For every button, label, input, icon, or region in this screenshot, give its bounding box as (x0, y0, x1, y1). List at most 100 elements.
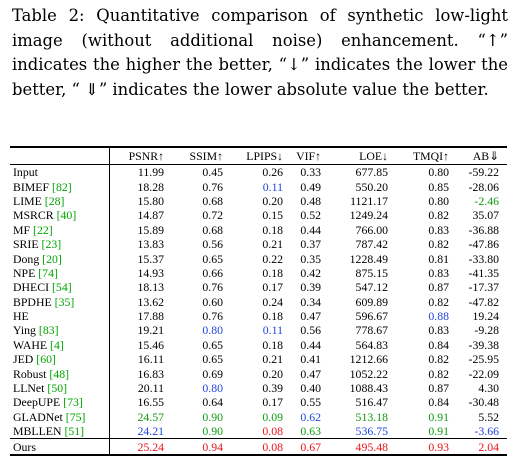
value-cell: 0.87 (428, 280, 449, 295)
citation-link[interactable]: [28] (44, 193, 65, 208)
value-cell: 0.84 (428, 395, 449, 410)
table-row: Ours 25.24 0.94 0.08 0.67 495.48 0.93 2.04 (10, 438, 507, 456)
value-cell: 0.80 (428, 193, 449, 208)
value-cell: 0.80 (202, 323, 223, 338)
table-row: LLNet [50] 20.11 0.80 0.39 0.40 1088.43 0.87 4.… (10, 380, 507, 396)
value-cell: 0.83 (428, 323, 449, 338)
table-row: Robust [48] 16.83 0.69 0.20 0.47 1052.22 0.82-… (10, 366, 507, 381)
method-name: BIMEF (13, 179, 50, 194)
header-row: PSNR↑ SSIM↑ LPIPS↓ VIF↑ LOE↓ TMQI↑ AB⇓ (10, 147, 507, 165)
value-cell: -59.22 (468, 165, 499, 180)
value-cell: 11.99 (108, 164, 172, 180)
method-cell: MF [22] (10, 223, 109, 237)
citation-link[interactable]: [4] (50, 337, 64, 352)
table-row: Dong [20] 15.37 0.65 0.22 0.35 1228.49 0.81 -33… (10, 251, 507, 266)
value-cell: 787.42 (355, 237, 388, 252)
value-cell: 13.83 (108, 236, 172, 252)
value-cell: -30.48 (468, 395, 499, 410)
citation-link[interactable]: [75] (65, 409, 86, 424)
value-cell: 0.20 (262, 193, 283, 208)
value-cell: 0.41 (300, 352, 321, 367)
citation-link[interactable]: [22] (33, 222, 53, 237)
method-cell: WAHE [4] (10, 338, 109, 352)
value-cell: 0.80 (202, 381, 223, 396)
method-cell: HE (10, 309, 109, 323)
value-cell: -47.82 (468, 294, 499, 309)
header-loe: LOE↓ (359, 148, 388, 163)
citation-link[interactable]: [60] (36, 352, 56, 367)
citation-link[interactable]: [83] (38, 323, 59, 338)
citation-link[interactable]: [74] (38, 265, 58, 280)
value-cell: 0.24 (262, 294, 283, 309)
value-cell: 0.68 (202, 193, 223, 208)
value-cell: 0.82 (428, 208, 449, 223)
method-cell: DHECI [54] (10, 280, 109, 294)
value-cell: 1228.49 (349, 251, 388, 266)
value-cell: 0.34 (300, 294, 321, 309)
value-cell: 766.00 (355, 222, 388, 237)
value-cell: 0.67 (291, 438, 329, 456)
value-cell: 0.91 (428, 409, 449, 424)
citation-link[interactable]: [50] (47, 381, 68, 396)
method-name: LIME (13, 193, 42, 208)
value-cell: 0.11 (262, 323, 283, 338)
value-cell: 15.89 (108, 222, 172, 237)
method-cell: MSRCR [40] (10, 208, 109, 222)
value-cell: 516.47 (355, 395, 388, 410)
value-cell: 0.94 (172, 438, 231, 456)
value-cell: 0.88 (428, 309, 449, 324)
table-body: Input 11.99 0.45 0.26 0.33 677.85 0.80 -59.22 BI… (10, 164, 507, 456)
method-name: WAHE (13, 337, 48, 352)
value-cell: 0.60 (202, 294, 223, 309)
value-cell: -41.35 (468, 265, 499, 280)
value-cell: 14.87 (108, 208, 172, 223)
method-cell: NPE [74] (10, 266, 109, 280)
value-cell: 0.47 (300, 309, 321, 324)
value-cell: 0.83 (428, 222, 449, 237)
value-cell: 0.47 (300, 366, 321, 381)
citation-link[interactable]: [20] (42, 251, 62, 266)
method-name: DHECI (13, 280, 50, 295)
value-cell: 0.55 (300, 395, 321, 410)
table-row: BIMEF [82] 18.28 0.76 0.11 0.49 550.20 0.85 -28… (10, 179, 507, 194)
value-cell: 677.85 (355, 165, 388, 180)
citation-link[interactable]: [54] (52, 280, 72, 295)
table-row: Input 11.99 0.45 0.26 0.33 677.85 0.80 -59.22 (10, 164, 507, 180)
value-cell: 0.35 (300, 251, 321, 266)
value-cell: 513.18 (355, 409, 388, 424)
citation-link[interactable]: [40] (56, 208, 77, 223)
value-cell: 0.26 (262, 165, 283, 180)
value-cell: 0.69 (202, 366, 223, 381)
value-cell: 0.87 (428, 381, 449, 396)
value-cell: 550.20 (355, 179, 388, 194)
value-cell: 0.18 (262, 309, 283, 324)
value-cell: 0.18 (262, 337, 283, 352)
header-psnr: PSNR↑ (108, 147, 172, 165)
method-name: GLADNet (13, 409, 63, 424)
citation-link[interactable]: [73] (63, 395, 83, 410)
citation-link[interactable]: [23] (41, 237, 62, 252)
table-row: WAHE [4] 15.46 0.65 0.18 0.44 564.83 0.84 -39.3… (10, 337, 507, 353)
table-row: GLADNet [75] 24.57 0.90 0.09 0.62 513.18 0.91 5… (10, 409, 507, 425)
citation-link[interactable]: [48] (49, 366, 70, 381)
method-name: HE (13, 309, 29, 324)
value-cell: 1052.22 (349, 366, 388, 381)
table-row: MF [22] 15.89 0.68 0.18 0.44 766.00 0.83 -36.88 (10, 222, 507, 237)
citation-link[interactable]: [51] (64, 424, 85, 439)
table-caption: Table 2: Quantitative comparison of synt… (12, 6, 508, 99)
value-cell: -22.09 (468, 366, 499, 381)
value-cell: 24.57 (108, 409, 172, 425)
table-row: DeepUPE [73] 16.55 0.64 0.17 0.55 516.47 0.84-… (10, 395, 507, 410)
value-cell: 20.11 (108, 380, 172, 396)
value-cell: 25.24 (108, 438, 172, 456)
value-cell: 0.76 (202, 179, 223, 194)
citation-link[interactable]: [82] (52, 179, 72, 194)
header-ssim: SSIM↑ (189, 148, 223, 163)
method-name: MSRCR (13, 208, 54, 223)
header-method (10, 147, 109, 165)
citation-link[interactable]: [35] (54, 294, 75, 309)
table-row: Ying [83] 19.21 0.80 0.11 0.56 778.67 0.83 -9.2… (10, 323, 507, 338)
value-cell: 0.22 (262, 251, 283, 266)
value-cell: 15.37 (108, 251, 172, 266)
table-row: SRIE [23] 13.83 0.56 0.21 0.37 787.42 0.82 -47.… (10, 236, 507, 252)
